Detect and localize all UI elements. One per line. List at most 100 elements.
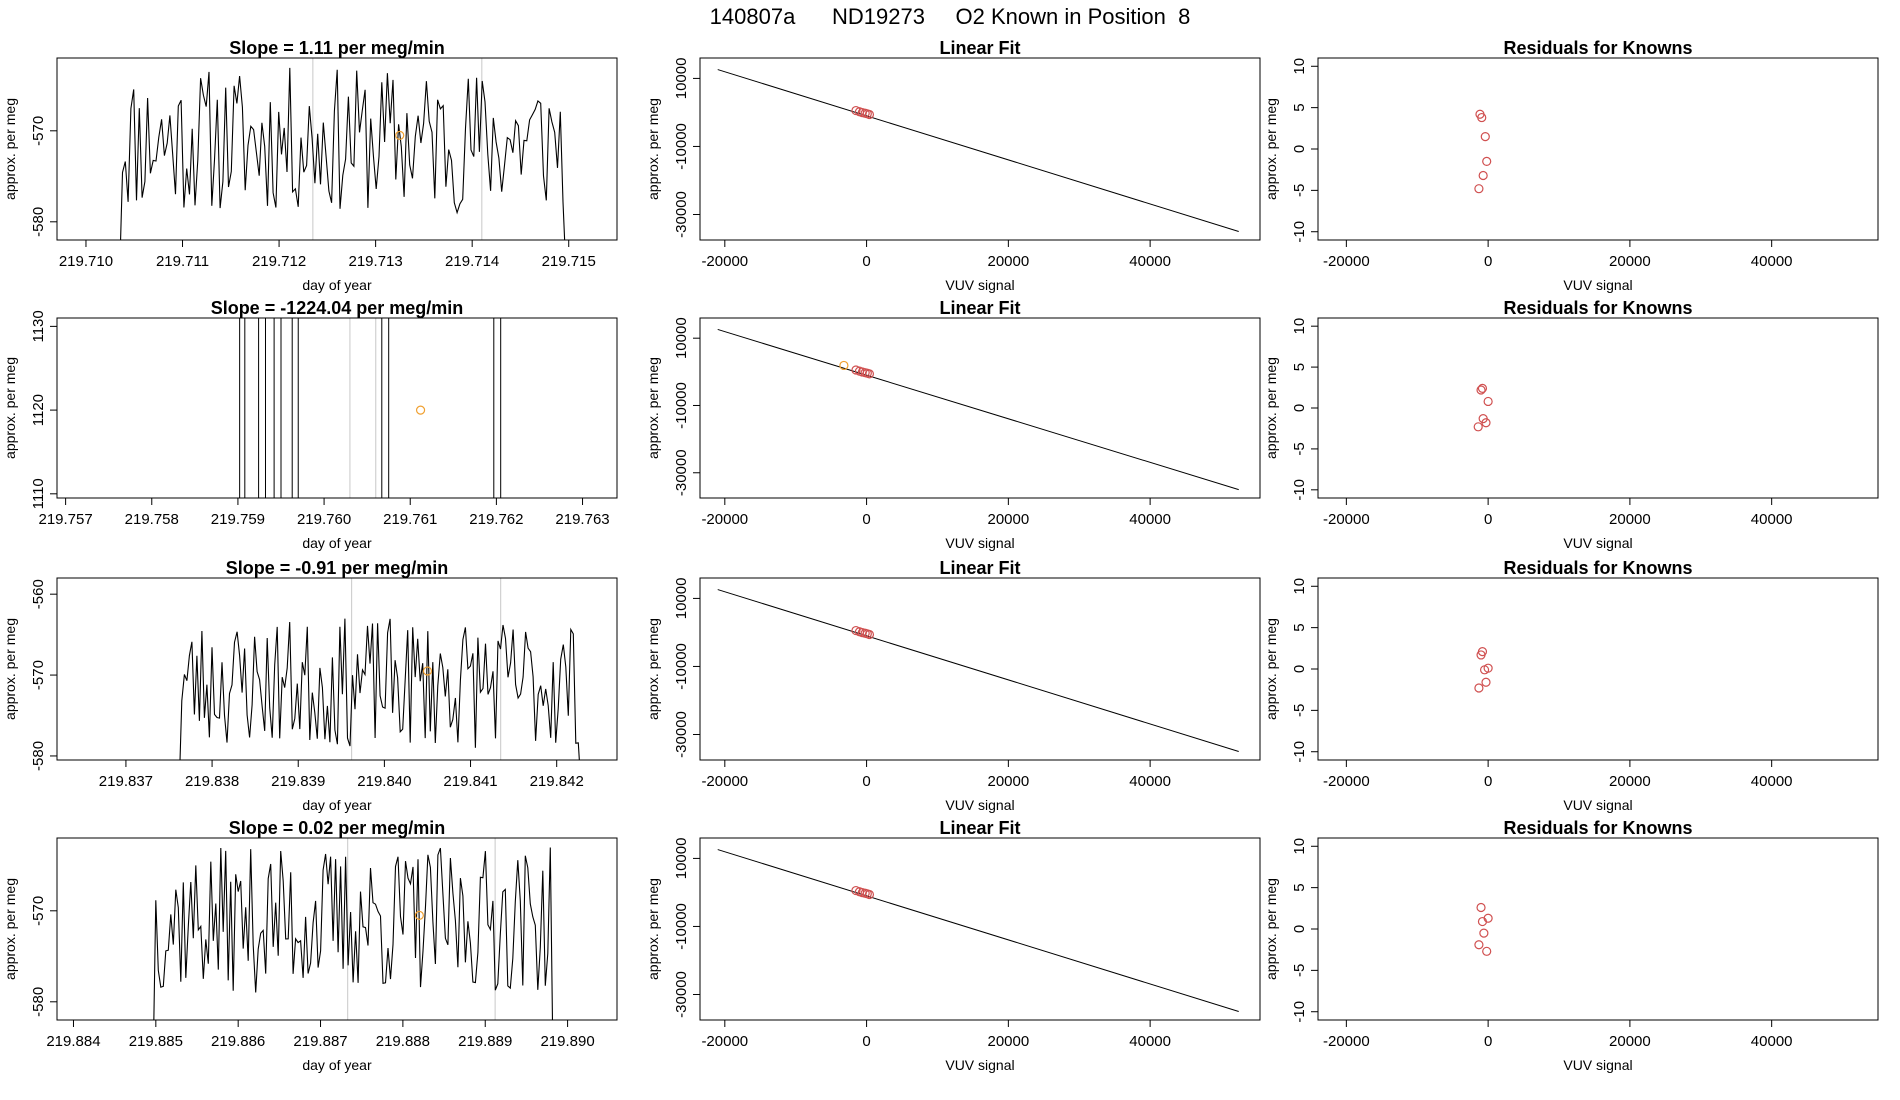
- y-tick-label: -30000: [673, 449, 690, 496]
- x-tick-label: -20000: [701, 511, 748, 528]
- panel-3-1: Slope = -0.91 per meg/min day of year appr…: [2, 558, 618, 813]
- known-point: [1481, 418, 1491, 428]
- plot-frame: [56, 317, 618, 499]
- x-tick-label: 0: [862, 773, 870, 790]
- y-tick-label: -30000: [673, 711, 690, 758]
- x-tick-label: -20000: [1323, 511, 1370, 528]
- panel-title: Slope = -0.91 per meg/min: [226, 558, 449, 578]
- x-tick-label: 40000: [1129, 1033, 1171, 1050]
- x-tick-label: 219.715: [542, 253, 596, 270]
- panel-1-2: Linear Fit VUV signal approx. per meg -2000…: [645, 38, 1261, 293]
- fit-line: [717, 589, 1239, 752]
- y-tick-label: -570: [30, 660, 47, 690]
- y-tick-label: 0: [1291, 145, 1308, 153]
- current-point: [415, 405, 426, 415]
- panel-2-3: Residuals for Knowns VUV signal approx. pe…: [1263, 298, 1879, 551]
- y-tick-label: 10000: [673, 838, 690, 880]
- x-tick-label: 219.758: [125, 511, 179, 528]
- y-axis-label: approx. per meg: [2, 878, 18, 980]
- panel-4-1: Slope = 0.02 per meg/min day of year appro…: [2, 818, 618, 1073]
- y-tick-label: -10000: [673, 643, 690, 690]
- x-axis-label: VUV signal: [945, 277, 1014, 293]
- x-tick-label: 219.763: [555, 511, 609, 528]
- plot-area: [717, 69, 1239, 232]
- panel-title: Linear Fit: [939, 38, 1020, 58]
- known-point: [1483, 913, 1493, 923]
- y-axis-label: approx. per meg: [1263, 878, 1279, 980]
- x-tick-label: 219.888: [376, 1033, 430, 1050]
- x-tick-label: 40000: [1751, 773, 1793, 790]
- x-axis-label: VUV signal: [1563, 277, 1632, 293]
- x-axis-label: day of year: [302, 797, 372, 813]
- known-point: [864, 629, 875, 640]
- y-tick-label: 1130: [30, 310, 47, 342]
- plot-frame: [699, 837, 1261, 1021]
- x-axis-label: VUV signal: [945, 1057, 1014, 1073]
- x-tick-label: 219.759: [211, 511, 265, 528]
- known-point: [1478, 170, 1488, 181]
- y-axis-label: approx. per meg: [2, 98, 18, 200]
- x-axis-label: VUV signal: [1563, 1057, 1632, 1073]
- x-tick-label: -20000: [1323, 253, 1370, 270]
- plot-area: [717, 328, 1239, 491]
- x-tick-label: 0: [862, 253, 870, 270]
- x-axis-label: VUV signal: [945, 797, 1014, 813]
- plot-frame: [699, 577, 1261, 761]
- plot-area: [120, 58, 566, 240]
- tank-id: ND19273: [832, 4, 925, 29]
- plot-frame: [699, 317, 1261, 499]
- y-tick-label: 10000: [673, 58, 690, 100]
- known-point: [864, 369, 875, 379]
- plot-area: [717, 849, 1239, 1012]
- panel-title: Residuals for Knowns: [1503, 38, 1692, 58]
- panel-4-2: Linear Fit VUV signal approx. per meg -2000…: [645, 818, 1261, 1073]
- y-axis-label: approx. per meg: [2, 357, 18, 459]
- y-tick-label: 5: [1291, 623, 1308, 631]
- x-tick-label: 0: [862, 1033, 870, 1050]
- x-tick-label: 0: [1484, 511, 1492, 528]
- y-tick-label: 10000: [673, 317, 690, 359]
- x-tick-label: 40000: [1129, 773, 1171, 790]
- x-tick-label: 219.710: [59, 253, 113, 270]
- x-tick-label: -20000: [701, 773, 748, 790]
- x-tick-label: 20000: [1609, 511, 1651, 528]
- y-axis-label: approx. per meg: [2, 618, 18, 720]
- x-tick-label: 20000: [1609, 1033, 1651, 1050]
- plot-area: [239, 318, 502, 498]
- x-tick-label: 40000: [1129, 253, 1171, 270]
- data-series: [153, 847, 554, 1020]
- x-tick-label: 0: [1484, 1033, 1492, 1050]
- x-axis-label: VUV signal: [1563, 535, 1632, 551]
- y-tick-label: -570: [30, 116, 47, 146]
- y-tick-label: 1110: [30, 478, 47, 509]
- panel-title: Linear Fit: [939, 298, 1020, 318]
- y-tick-label: 5: [1291, 363, 1308, 371]
- y-axis-label: approx. per meg: [645, 357, 661, 459]
- x-tick-label: 219.838: [185, 773, 239, 790]
- panel-title: Slope = 1.11 per meg/min: [229, 38, 445, 58]
- y-axis-label: approx. per meg: [645, 878, 661, 980]
- y-tick-label: -10: [1291, 221, 1308, 243]
- y-axis-label: approx. per meg: [645, 618, 661, 720]
- panel-2-1: Slope = -1224.04 per meg/min day of year a…: [2, 298, 618, 551]
- panel-1-1: Slope = 1.11 per meg/min day of year appro…: [2, 38, 618, 293]
- x-axis-label: VUV signal: [945, 535, 1014, 551]
- plot-area: [717, 589, 1239, 752]
- fit-line: [717, 849, 1239, 1012]
- x-tick-label: 219.760: [297, 511, 351, 528]
- x-tick-label: 219.884: [46, 1033, 100, 1050]
- current-point: [414, 910, 424, 920]
- sample-point: [839, 360, 849, 371]
- y-axis-label: approx. per meg: [1263, 98, 1279, 200]
- current-point: [395, 130, 405, 140]
- y-tick-label: 10: [1291, 578, 1308, 595]
- y-tick-label: -30000: [673, 971, 690, 1018]
- x-tick-label: 20000: [987, 1033, 1029, 1050]
- known-point: [1479, 928, 1489, 938]
- known-point: [1477, 383, 1488, 393]
- x-tick-label: 219.887: [293, 1033, 347, 1050]
- x-tick-label: 219.886: [211, 1033, 265, 1050]
- y-tick-label: -10000: [673, 382, 690, 429]
- known-point: [1482, 156, 1492, 167]
